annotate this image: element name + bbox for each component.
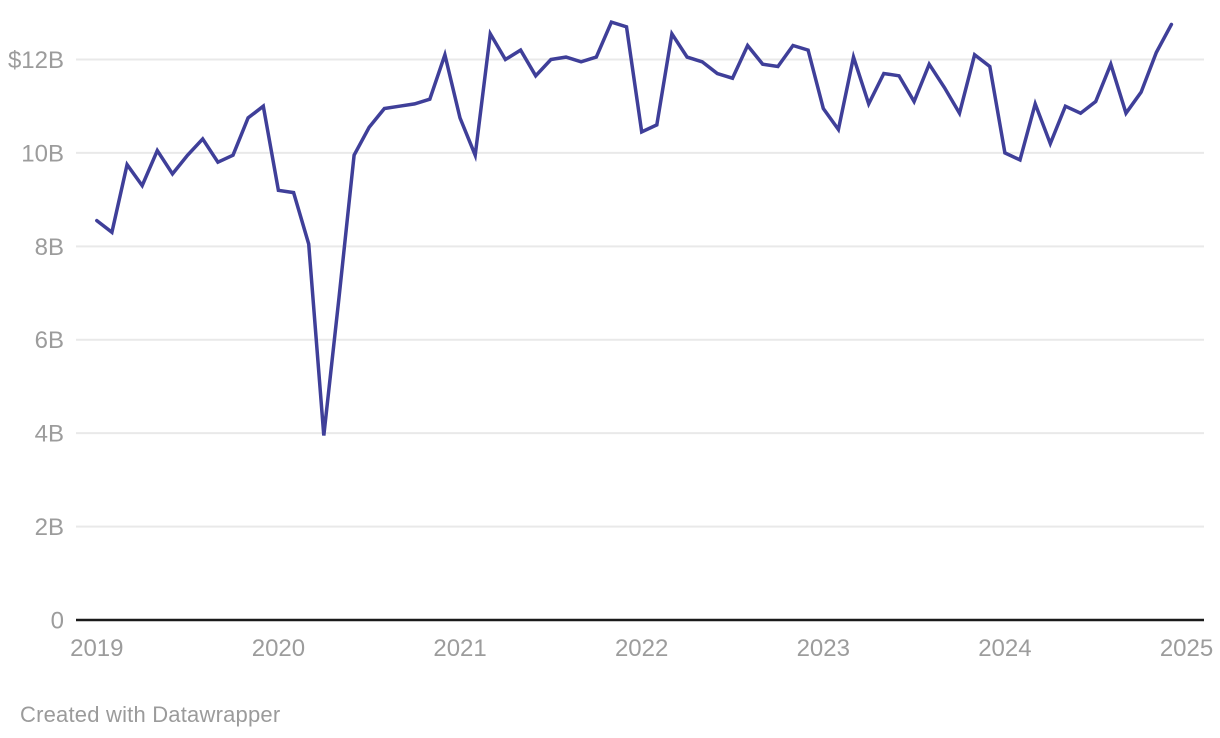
y-axis-tick-label: 4B [35, 421, 64, 448]
y-axis-tick-label: $12B [8, 47, 64, 74]
x-axis-tick-label: 2022 [615, 635, 668, 662]
data-line-series [95, 19, 1174, 436]
x-axis-tick-label: 2020 [252, 635, 305, 662]
x-axis-tick-label: 2024 [978, 635, 1031, 662]
x-axis-tick-label: 2023 [797, 635, 850, 662]
y-axis-tick-label: 8B [35, 234, 64, 261]
y-axis-tick-label: 6B [35, 327, 64, 354]
x-axis-tick-label: 2025 [1160, 635, 1213, 662]
datawrapper-attribution: Created with Datawrapper [20, 702, 281, 727]
x-axis-tick-label: 2021 [433, 635, 486, 662]
x-axis-tick-label: 2019 [70, 635, 123, 662]
y-axis-tick-label: 2B [35, 514, 64, 541]
y-axis-tick-label: 0 [51, 608, 64, 635]
line-chart: 0 2B 4B 6B 8B 10B $12B 2019 2020 2021 2022 2023 2024… [8, 19, 1213, 662]
y-axis-tick-label: 10B [21, 140, 64, 167]
